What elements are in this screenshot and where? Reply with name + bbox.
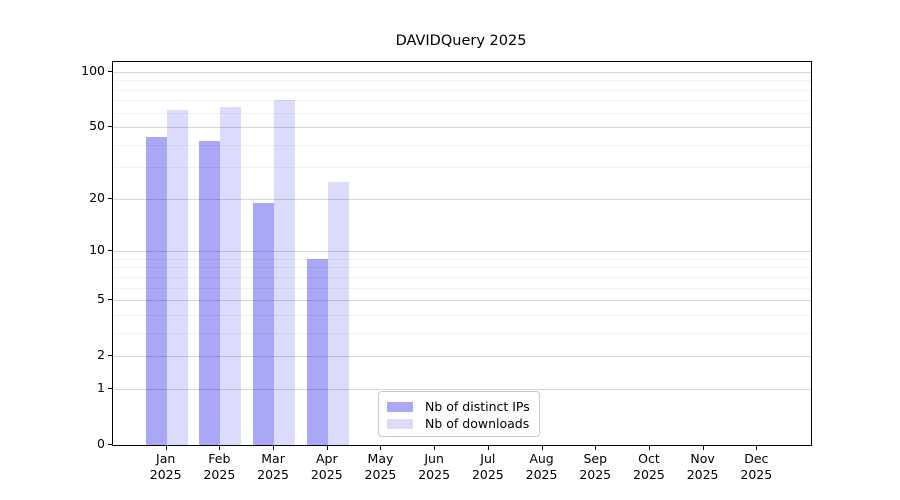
gridline-100 (113, 71, 811, 73)
x-tick-label-feb: Feb 2025 (203, 451, 236, 482)
x-tick-label-oct: Oct 2025 (633, 451, 665, 482)
y-tick-mark-2 (108, 355, 112, 357)
x-tick-label-may: May 2025 (364, 451, 397, 482)
y-tick-label-20: 20 (89, 189, 105, 205)
y-tick-mark-5 (108, 299, 112, 301)
y-tick-mark-0 (108, 444, 112, 445)
bar-nb-of-distinct-ips-feb (199, 140, 221, 445)
bar-nb-of-distinct-ips-apr (306, 258, 328, 445)
legend-swatch-downloads (387, 418, 413, 429)
gridline-minor-80 (113, 89, 811, 91)
x-tick-mark-mar (273, 446, 275, 450)
gridline-minor-9 (113, 258, 811, 260)
x-tick-mark-apr (326, 446, 328, 450)
y-tick-mark-20 (108, 197, 112, 199)
legend-label-distinct-ips: Nb of distinct IPs (425, 399, 530, 414)
gridline-1 (113, 388, 811, 390)
bar-nb-of-distinct-ips-jan (145, 137, 167, 445)
bar-nb-of-downloads-apr (327, 181, 349, 445)
gridline-minor-90 (113, 80, 811, 82)
gridline-minor-3 (113, 332, 811, 334)
y-tick-mark-10 (108, 250, 112, 252)
x-tick-mark-sep (595, 446, 597, 450)
y-tick-mark-100 (108, 70, 112, 72)
gridline-minor-6 (113, 287, 811, 289)
x-tick-label-apr: Apr 2025 (310, 451, 343, 482)
legend-label-downloads: Nb of downloads (425, 416, 530, 431)
x-tick-mark-dec (756, 446, 758, 450)
gridline-5 (113, 300, 811, 302)
gridline-2 (113, 356, 811, 358)
legend-item-downloads: Nb of downloads (387, 415, 531, 432)
gridline-minor-7 (113, 276, 811, 278)
bar-nb-of-downloads-jan (166, 109, 188, 445)
y-tick-label-2: 2 (97, 347, 105, 363)
x-tick-mark-oct (648, 446, 650, 450)
gridline-minor-30 (113, 167, 811, 169)
y-tick-label-0: 0 (97, 436, 105, 451)
gridline-50 (113, 127, 811, 129)
x-tick-label-aug: Aug 2025 (525, 451, 558, 482)
y-tick-mark-50 (108, 126, 112, 128)
x-tick-mark-jul (487, 446, 489, 450)
x-tick-mark-nov (702, 446, 704, 450)
chart-title: DAVIDQuery 2025 (395, 33, 527, 49)
gridline-20 (113, 198, 811, 200)
bar-nb-of-downloads-feb (220, 107, 242, 445)
plot-area (112, 61, 812, 446)
x-tick-label-mar: Mar 2025 (257, 451, 289, 482)
y-tick-mark-1 (108, 387, 112, 389)
x-tick-label-dec: Dec 2025 (740, 451, 773, 482)
y-tick-label-1: 1 (97, 379, 105, 395)
x-tick-label-jan: Jan 2025 (149, 451, 182, 482)
legend-item-distinct-ips: Nb of distinct IPs (387, 398, 531, 415)
gridline-minor-40 (113, 144, 811, 146)
x-tick-mark-aug (541, 446, 543, 450)
gridline-10 (113, 251, 811, 253)
x-tick-label-sep: Sep 2025 (579, 451, 612, 482)
x-tick-mark-jan (165, 446, 167, 450)
x-tick-mark-may (380, 446, 382, 450)
gridline-minor-60 (113, 112, 811, 114)
x-tick-label-jul: Jul 2025 (471, 451, 504, 482)
y-tick-label-10: 10 (89, 242, 105, 258)
x-tick-mark-feb (219, 446, 221, 450)
gridline-minor-8 (113, 267, 811, 269)
x-tick-mark-jun (434, 446, 436, 450)
y-tick-label-5: 5 (97, 291, 105, 307)
bar-nb-of-distinct-ips-mar (253, 202, 275, 445)
y-tick-label-50: 50 (89, 118, 105, 134)
y-tick-label-100: 100 (81, 62, 105, 78)
legend-swatch-distinct-ips (387, 401, 413, 412)
legend: Nb of distinct IPs Nb of downloads (378, 391, 540, 437)
x-tick-label-jun: Jun 2025 (418, 451, 451, 482)
bar-nb-of-downloads-mar (274, 100, 296, 445)
gridline-minor-4 (113, 314, 811, 316)
x-tick-label-nov: Nov 2025 (686, 451, 719, 482)
gridline-minor-70 (113, 100, 811, 102)
